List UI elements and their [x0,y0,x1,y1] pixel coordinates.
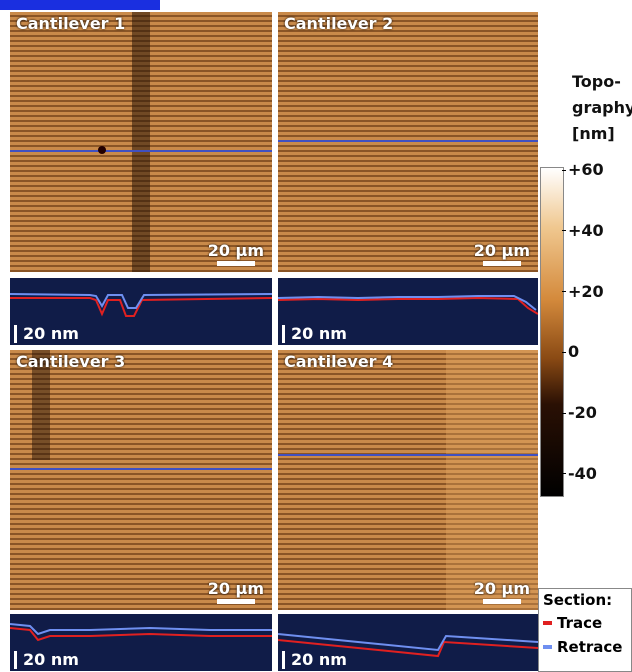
colorbar-tick [562,351,566,353]
header-bar [0,0,160,10]
legend-swatch [543,645,552,649]
section-scale: 20 nm [14,325,79,343]
colorbar-tick [562,473,566,475]
colorbar-tick-label: -40 [568,463,597,483]
panel-label: Cantilever 1 [16,14,126,33]
legend-item: Retrace [539,635,631,659]
scale-bar: 20 µm [208,241,264,266]
colorbar-tick [562,230,566,232]
panel-label: Cantilever 2 [284,14,394,33]
legend-swatch [543,621,552,625]
colorbar-tick [562,169,566,171]
legend: Section: Trace Retrace [538,588,632,672]
section-profile: 20 nm [278,278,538,345]
scale-text: 20 µm [473,241,530,260]
afm-image: Cantilever 1 20 µm [10,12,272,272]
afm-image: Cantilever 2 20 µm [278,12,538,272]
scale-text: 20 µm [207,241,264,260]
colorbar-tick-label: 0 [568,342,580,362]
colorbar-title: Topo- [572,72,621,91]
section-scale: 20 nm [282,325,347,343]
section-profile: 20 nm [278,614,538,671]
legend-title: Section: [543,591,613,609]
scale-bar: 20 µm [208,579,264,604]
panel-label: Cantilever 4 [284,352,394,371]
scale-bar: 20 µm [474,579,530,604]
legend-item: Trace [539,611,631,635]
section-scale: 20 nm [282,651,347,669]
legend-label: Trace [557,614,603,632]
afm-image: Cantilever 3 20 µm [10,350,272,610]
section-profile: 20 nm [10,614,272,671]
scale-text: 20 µm [473,579,530,598]
section-scale: 20 nm [14,651,79,669]
colorbar-title: graphy [572,98,632,117]
panel-label: Cantilever 3 [16,352,126,371]
colorbar-tick [562,412,566,414]
section-profile: 20 nm [10,278,272,345]
colorbar-tick-label: +40 [568,220,604,240]
colorbar-title: [nm] [572,124,615,143]
colorbar-tick-label: -20 [568,403,597,422]
colorbar-tick [562,291,566,293]
colorbar-tick-label: +20 [568,281,604,301]
scale-text: 20 µm [207,579,264,598]
afm-image: Cantilever 4 20 µm [278,350,538,610]
colorbar-tick-label: +60 [568,160,604,180]
scale-bar: 20 µm [474,241,530,266]
colorbar [540,167,564,497]
legend-label: Retrace [557,638,623,656]
